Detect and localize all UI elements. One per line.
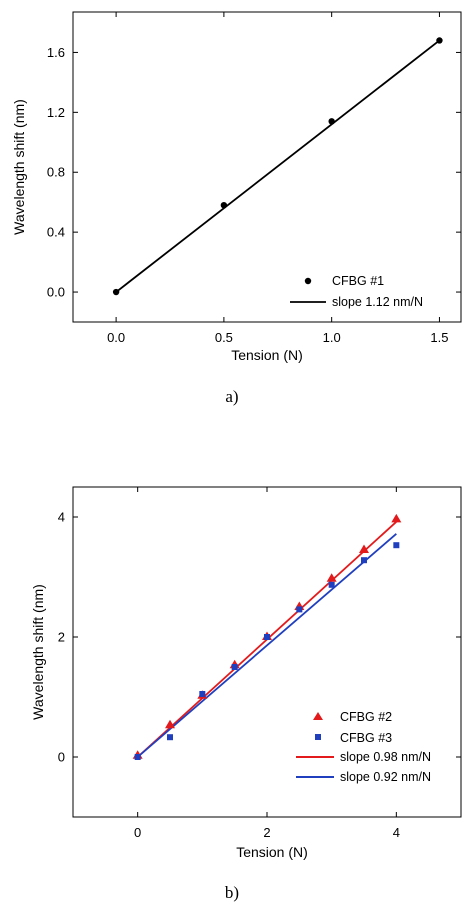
chart-b-y-axis-title: Wavelength shift (nm) xyxy=(30,584,46,720)
chart-a-tick-labels: 0.0 0.5 1.0 1.5 0.0 0.4 0.8 1.2 1.6 xyxy=(47,45,449,345)
chart-b-fit-line xyxy=(137,533,397,758)
chart-a-data-point xyxy=(328,118,335,125)
chart-a-legend: CFBG #1 slope 1.12 nm/N xyxy=(290,274,423,309)
chart-a-legend-label-cfbg1: CFBG #1 xyxy=(332,274,384,288)
chart-a-legend-marker-cfbg1 xyxy=(304,277,312,285)
chart-b-data-point-square xyxy=(296,606,303,613)
chart-a-data-point xyxy=(436,37,443,44)
chart-a-x-tick-label: 1.5 xyxy=(430,330,448,345)
chart-b-x-tick-label: 2 xyxy=(263,825,270,840)
chart-a-marks xyxy=(112,37,443,296)
chart-b-data-point-square xyxy=(231,664,238,670)
chart-a-data-point xyxy=(112,288,120,296)
chart-b-caption: b) xyxy=(225,883,239,902)
chart-b-data-point-square xyxy=(328,581,335,588)
chart-b-data-point-square xyxy=(264,634,270,640)
chart-a-y-axis-title: Wavelength shift (nm) xyxy=(11,99,27,235)
chart-b-y-tick-label: 4 xyxy=(58,510,65,525)
chart-b-data-point-square xyxy=(393,542,400,549)
chart-b-tick-labels: 0 2 4 0 2 4 xyxy=(58,510,400,841)
chart-a-x-tick-label: 0.0 xyxy=(107,330,125,345)
chart-a-plot-frame xyxy=(72,11,462,323)
chart-b-legend-label-cfbg2: CFBG #2 xyxy=(340,710,392,724)
chart-b-legend-marker-cfbg3 xyxy=(315,734,321,740)
chart-b-data-point-triangle xyxy=(326,573,337,582)
chart-a-x-tick-label: 0.5 xyxy=(215,330,233,345)
chart-a-ticks xyxy=(73,12,461,322)
chart-b-data-point-square xyxy=(361,557,367,564)
chart-a-x-axis-title: Tension (N) xyxy=(231,347,303,363)
chart-a-x-tick-label: 1.0 xyxy=(323,330,341,345)
chart-b-legend-label-fit-blue: slope 0.92 nm/N xyxy=(340,770,431,784)
chart-b-y-tick-label: 2 xyxy=(58,630,65,645)
chart-a-y-tick-label: 0.8 xyxy=(47,165,65,180)
chart-b-y-tick-label: 0 xyxy=(58,750,65,765)
chart-b-plot-frame xyxy=(72,486,462,818)
chart-a-fit-line xyxy=(115,39,440,293)
chart-b-legend-label-cfbg3: CFBG #3 xyxy=(340,731,392,745)
chart-a-y-tick-label: 1.6 xyxy=(47,45,65,60)
chart-b: 0 2 4 0 2 4 Tension (N) Wavelength shift (nm)… xyxy=(30,486,462,902)
chart-a-data-point xyxy=(220,201,228,209)
chart-a-y-tick-label: 1.2 xyxy=(47,105,65,120)
chart-b-data-point-square xyxy=(199,691,206,697)
chart-a: 0.0 0.5 1.0 1.50.00.40.81.21.6 Tension (N) … xyxy=(11,11,462,406)
chart-b-data-point-triangle xyxy=(391,513,402,523)
chart-a-legend-label-fit: slope 1.12 nm/N xyxy=(332,295,423,309)
chart-b-ticks xyxy=(73,487,461,817)
chart-a-y-tick-label: 0.4 xyxy=(47,225,65,240)
chart-b-legend-marker-cfbg2 xyxy=(313,712,323,720)
chart-b-x-tick-label: 0 xyxy=(134,825,141,840)
chart-b-data-point-square xyxy=(134,754,141,760)
chart-b-data-point-square xyxy=(167,734,173,741)
chart-b-x-axis-title: Tension (N) xyxy=(236,844,308,860)
chart-b-x-tick-label: 4 xyxy=(393,825,400,840)
chart-a-caption: a) xyxy=(225,387,238,406)
chart-a-y-tick-label: 0.0 xyxy=(47,285,65,300)
chart-b-data-point-triangle xyxy=(359,544,369,553)
chart-b-marks xyxy=(132,513,402,760)
chart-b-legend-label-fit-red: slope 0.98 nm/N xyxy=(340,750,431,764)
chart-b-legend: CFBG #2 CFBG #3 slope 0.98 nm/N slope 0.… xyxy=(296,710,431,784)
chart-b-data-point-triangle xyxy=(165,719,175,729)
